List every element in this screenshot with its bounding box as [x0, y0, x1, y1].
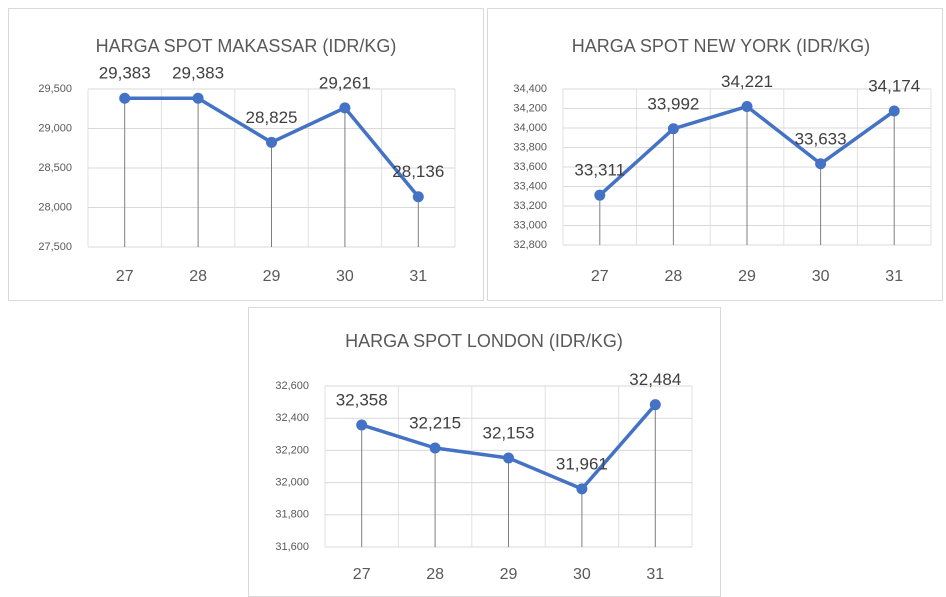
data-point: [503, 452, 514, 464]
x-tick-label: 27: [353, 566, 371, 583]
chart-title: HARGA SPOT MAKASSAR (IDR/KG): [96, 36, 397, 56]
data-point: [815, 158, 827, 170]
y-tick-label: 34,200: [513, 102, 547, 114]
data-point: [741, 100, 753, 112]
data-point: [266, 136, 277, 148]
x-tick-label: 27: [116, 268, 134, 285]
y-tick-label: 33,400: [513, 180, 547, 192]
y-tick-label: 27,500: [38, 241, 72, 253]
data-point: [667, 123, 679, 135]
data-point: [576, 483, 588, 495]
data-label: 28,825: [246, 108, 298, 127]
data-label: 32,484: [629, 370, 681, 389]
data-label: 33,992: [647, 94, 699, 113]
data-label: 29,383: [172, 64, 224, 83]
x-tick-label: 31: [885, 268, 903, 285]
data-label: 31,961: [556, 454, 608, 473]
x-tick-label: 29: [263, 268, 281, 285]
data-point: [594, 189, 606, 201]
y-tick-label: 34,000: [513, 122, 547, 134]
data-label: 32,215: [409, 413, 461, 432]
x-tick-label: 30: [573, 566, 591, 583]
data-label: 32,153: [483, 423, 535, 442]
y-tick-label: 28,500: [38, 162, 72, 174]
y-tick-label: 33,600: [513, 161, 547, 173]
y-tick-label: 33,800: [513, 141, 547, 153]
x-tick-label: 31: [646, 566, 664, 583]
y-tick-label: 33,200: [513, 200, 547, 212]
y-tick-label: 34,400: [513, 83, 547, 95]
data-point: [339, 102, 351, 114]
y-tick-label: 28,000: [38, 201, 72, 213]
x-tick-label: 28: [665, 268, 683, 285]
data-label: 28,136: [392, 162, 444, 181]
x-tick-label: 29: [500, 566, 518, 583]
x-tick-label: 31: [409, 268, 427, 285]
data-point: [356, 419, 368, 431]
y-tick-label: 31,800: [275, 509, 309, 521]
data-label: 32,358: [336, 390, 388, 409]
x-tick-label: 28: [426, 566, 444, 583]
data-label: 33,311: [574, 161, 625, 180]
y-tick-label: 32,400: [275, 412, 309, 424]
y-tick-label: 33,000: [513, 219, 547, 231]
data-point: [649, 399, 661, 411]
y-tick-label: 29,500: [38, 83, 72, 95]
data-label: 34,221: [721, 72, 773, 91]
data-point: [412, 191, 424, 203]
y-tick-label: 32,000: [275, 477, 309, 489]
data-label: 34,174: [868, 77, 920, 96]
x-tick-label: 29: [738, 268, 756, 285]
x-tick-label: 30: [336, 268, 354, 285]
y-tick-label: 32,200: [275, 444, 309, 456]
data-point: [119, 92, 131, 104]
data-label: 29,383: [99, 64, 151, 83]
y-tick-label: 29,000: [38, 122, 72, 134]
y-tick-label: 32,800: [513, 239, 547, 251]
y-tick-label: 32,600: [275, 380, 309, 392]
x-tick-label: 27: [591, 268, 609, 285]
data-label: 33,633: [795, 129, 847, 148]
data-point: [192, 92, 204, 104]
x-tick-label: 30: [812, 268, 830, 285]
x-tick-label: 28: [189, 268, 207, 285]
y-tick-label: 31,600: [275, 541, 309, 553]
chart-frame: [248, 307, 721, 597]
chart-title: HARGA SPOT NEW YORK (IDR/KG): [572, 36, 870, 56]
chart-title: HARGA SPOT LONDON (IDR/KG): [345, 331, 623, 351]
data-point: [429, 442, 441, 454]
data-label: 29,261: [319, 73, 371, 92]
data-point: [888, 105, 900, 117]
